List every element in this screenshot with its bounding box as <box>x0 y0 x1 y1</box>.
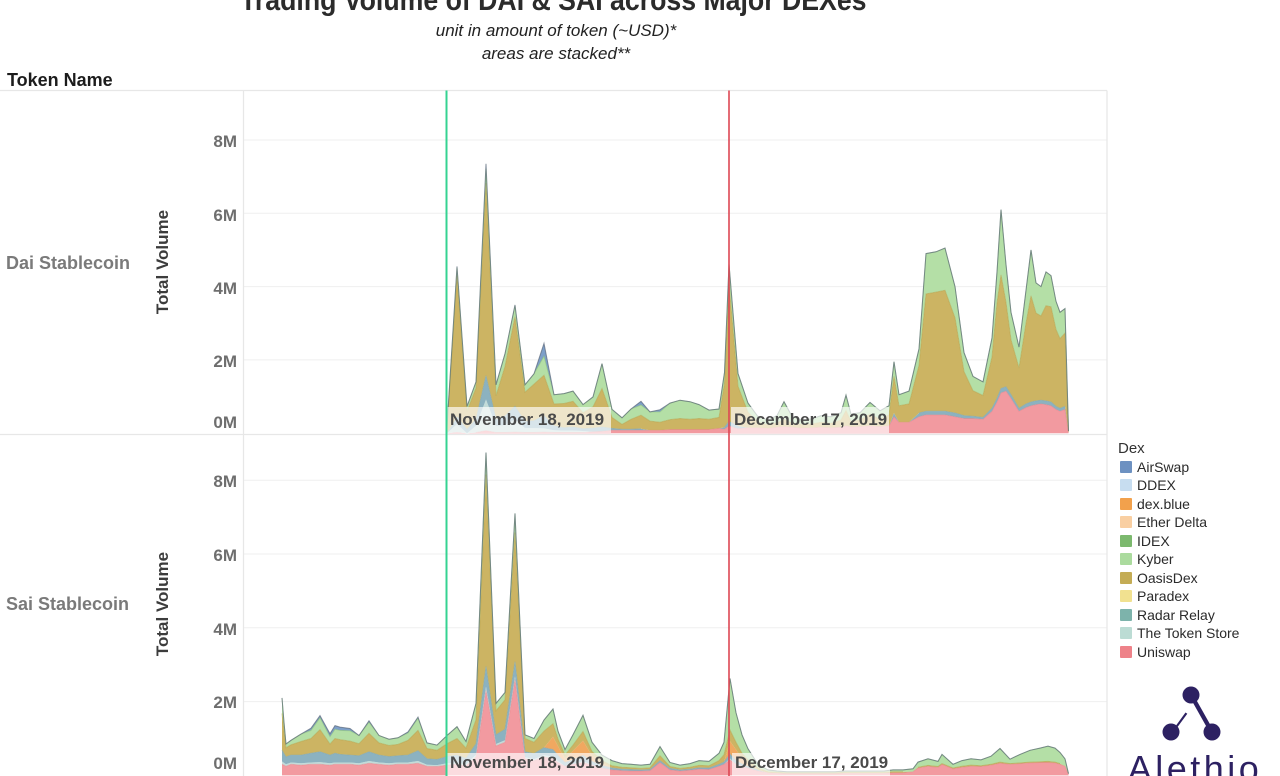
svg-text:Alethio: Alethio <box>1128 748 1263 776</box>
